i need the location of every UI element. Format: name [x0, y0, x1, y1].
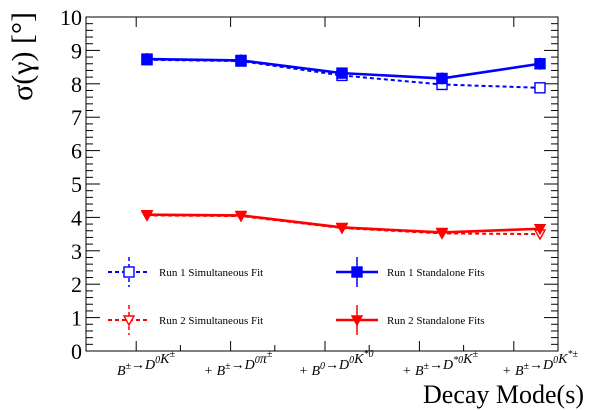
series-3 — [140, 210, 547, 239]
tick-label-part: K — [462, 352, 473, 367]
data-point — [534, 82, 546, 94]
tick-label-superscript: ± — [126, 361, 132, 372]
x-tick-label: + B0→D0K*0 — [299, 349, 374, 379]
y-tick-label: 5 — [71, 172, 82, 197]
tick-label-part: π — [260, 352, 268, 367]
tick-label-part: D — [244, 358, 255, 373]
data-point — [435, 227, 449, 239]
legend-label: Run 2 Standalone Fits — [387, 315, 484, 327]
data-point — [235, 54, 247, 67]
data-point — [351, 266, 363, 278]
y-tick-label: 7 — [71, 105, 82, 130]
tick-label-part: + B — [502, 364, 524, 379]
tick-label-superscript: ± — [524, 361, 530, 372]
series-layer — [140, 53, 547, 241]
tick-label-superscript: ± — [170, 349, 176, 360]
tick-label-superscript: 0 — [255, 355, 260, 366]
tick-label-superscript: ± — [424, 361, 430, 372]
y-tick-label: 4 — [71, 205, 82, 230]
data-point — [534, 58, 546, 70]
tick-label-part: → — [131, 358, 145, 373]
data-point — [335, 222, 349, 234]
tick-label-part: B — [117, 364, 126, 379]
tick-label-part: → — [325, 358, 339, 373]
legend: Run 1 Simultaneous Fit Run 1 Standalone F… — [108, 257, 484, 335]
y-tick-label: 1 — [71, 306, 82, 331]
y-tick-label: 3 — [71, 239, 82, 264]
x-axis-title: Decay Mode(s) — [423, 380, 584, 409]
y-tick-label: 9 — [71, 38, 82, 63]
tick-label-part: D — [144, 358, 155, 373]
y-tick-label: 10 — [60, 5, 82, 30]
legend-label: Run 1 Simultaneous Fit — [159, 267, 263, 279]
x-axis-tick-labels: B±→D0K±+ B±→D0π±+ B0→D0K*0+ B±→D*0K±+ B±… — [117, 349, 579, 379]
tick-label-superscript: *0 — [453, 355, 463, 366]
data-point — [141, 53, 153, 65]
data-point — [140, 210, 154, 222]
tick-label-part: → — [529, 358, 543, 373]
plot-border — [85, 16, 559, 352]
plot-frame — [85, 16, 559, 352]
tick-label-part: + B — [402, 364, 424, 379]
tick-label-superscript: 0 — [320, 361, 325, 372]
tick-label-part: D — [542, 358, 553, 373]
data-point — [350, 315, 364, 327]
tick-label-superscript: 0 — [155, 355, 160, 366]
tick-label-superscript: 0 — [553, 355, 558, 366]
y-tick-label: 6 — [71, 139, 82, 164]
tick-label-part: + B — [204, 364, 226, 379]
legend-label: Run 2 Simultaneous Fit — [159, 315, 263, 327]
legend-entry: Run 1 Standalone Fits — [336, 257, 484, 287]
x-tick-label: + B±→D*0K± — [402, 349, 478, 379]
legend-entry: Run 1 Simultaneous Fit — [108, 257, 263, 287]
data-point — [234, 210, 248, 222]
tick-label-superscript: ± — [225, 361, 231, 372]
legend-entry: Run 2 Simultaneous Fit — [108, 305, 263, 335]
tick-label-superscript: *± — [567, 349, 578, 360]
tick-label-superscript: ± — [267, 349, 273, 360]
tick-label-part: D — [338, 358, 349, 373]
tick-label-part: K — [159, 352, 170, 367]
tick-label-part: K — [353, 352, 364, 367]
y-axis-title: σ(γ) [°] — [6, 12, 39, 101]
x-tick-label: B±→D0K± — [117, 349, 176, 379]
data-point — [436, 72, 448, 85]
x-tick-label: + B±→D0K*± — [502, 349, 578, 379]
tick-label-superscript: *0 — [363, 349, 373, 360]
tick-label-superscript: ± — [472, 349, 478, 360]
tick-label-part: D — [442, 358, 453, 373]
tick-label-part: → — [231, 358, 245, 373]
y-tick-label: 8 — [71, 72, 82, 97]
tick-label-part: K — [557, 352, 568, 367]
x-axis-ticks — [135, 17, 515, 351]
legend-label: Run 1 Standalone Fits — [387, 267, 484, 279]
legend-entry: Run 2 Standalone Fits — [336, 305, 484, 335]
series-1 — [141, 53, 546, 85]
y-axis-tick-labels: 0 1 2 3 4 5 6 7 8 9 10 — [60, 5, 82, 364]
tick-label-superscript: 0 — [349, 355, 354, 366]
y-tick-label: 0 — [71, 339, 82, 364]
x-tick-label: + B±→D0π± — [204, 349, 273, 379]
y-axis-ticks — [86, 16, 558, 352]
data-point — [123, 266, 135, 278]
tick-label-part: → — [429, 358, 443, 373]
data-point — [122, 315, 136, 327]
tick-label-part: + B — [299, 364, 321, 379]
data-point — [336, 67, 348, 79]
data-point — [533, 224, 547, 236]
y-tick-label: 2 — [71, 272, 82, 297]
